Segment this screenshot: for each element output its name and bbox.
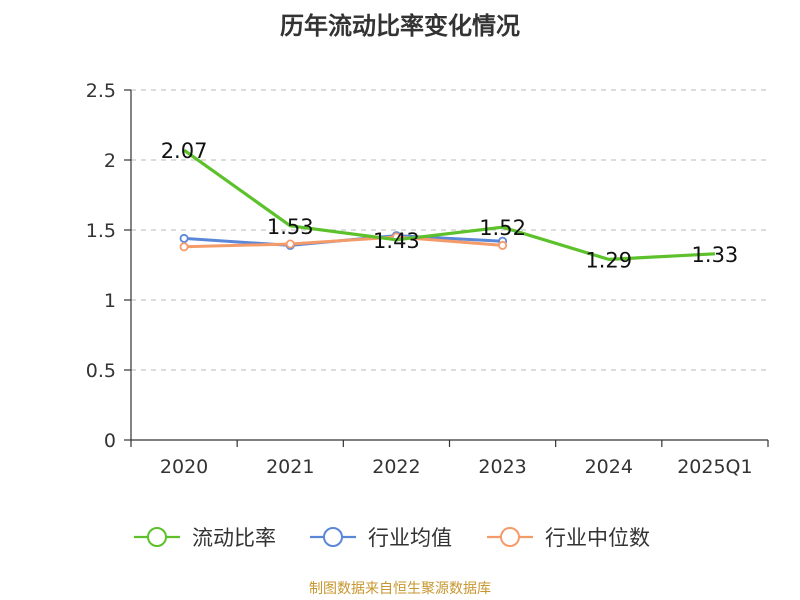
legend-marker	[147, 527, 167, 547]
grid-lines	[131, 89, 768, 371]
series-point	[179, 242, 189, 252]
x-tick-label: 2025Q1	[677, 456, 752, 478]
legend-label: 流动比率	[192, 526, 276, 550]
legend-label: 行业均值	[368, 526, 452, 550]
legend-marker	[323, 527, 343, 547]
data-label: 1.29	[585, 248, 632, 272]
y-tick-label: 1	[104, 290, 116, 312]
data-label: 2.07	[161, 139, 208, 163]
x-tick-label: 2020	[160, 456, 208, 478]
chart-title: 历年流动比率变化情况	[280, 12, 520, 40]
series-line	[183, 148, 716, 261]
legend-label: 行业中位数	[545, 526, 650, 550]
data-label: 1.43	[373, 229, 420, 253]
y-tick-label: 1.5	[86, 220, 116, 242]
data-label: 1.53	[267, 215, 314, 239]
y-tick-label: 2.5	[86, 80, 116, 102]
x-tick-label: 2022	[372, 456, 420, 478]
y-tick-label: 2	[104, 150, 116, 172]
x-tick-label: 2021	[266, 456, 314, 478]
series-line	[184, 235, 503, 249]
legend: 流动比率 行业均值 行业中位数	[134, 526, 650, 550]
source-footer: 制图数据来自恒生聚源数据库	[309, 581, 491, 597]
series-lines	[179, 148, 716, 261]
series-point	[285, 239, 295, 249]
legend-marker	[500, 527, 520, 547]
x-tick-label: 2023	[478, 456, 526, 478]
data-labels: 2.07 1.53 1.43 1.52 1.29 1.33	[161, 139, 739, 272]
y-tick-label: 0.5	[86, 360, 116, 382]
series-point	[179, 233, 189, 243]
y-tick-label: 0	[104, 430, 116, 452]
data-label: 1.52	[479, 216, 526, 240]
series-point	[498, 240, 508, 250]
data-label: 1.33	[692, 243, 739, 267]
x-tick-label: 2024	[585, 456, 633, 478]
